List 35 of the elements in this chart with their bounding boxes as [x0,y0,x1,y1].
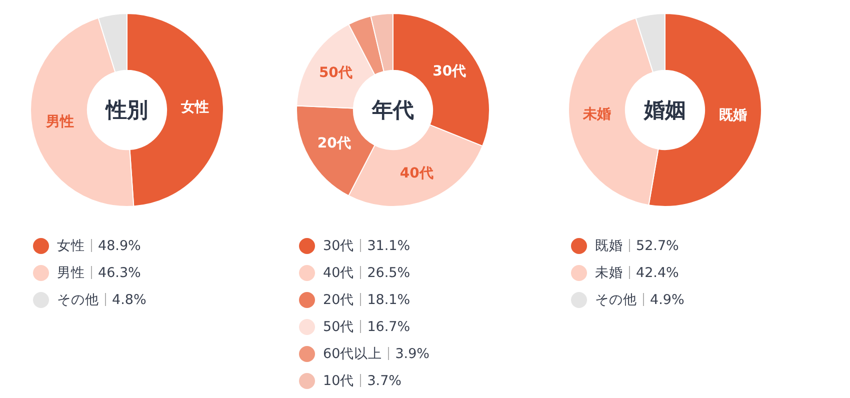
legend-label: 既婚 [595,236,623,254]
legend-label: 30代 [323,236,354,254]
text: 年代 [372,98,414,122]
slice-label: 30代 [432,64,466,80]
data-label: 31.1% [367,238,410,254]
text: 婚姻 [644,98,686,122]
data-label: 48.9% [98,238,141,254]
data-label: 42.4% [636,264,679,280]
legend-label: 50代 [323,318,354,336]
slice-label: 20代 [317,136,351,152]
data-label: 16.7% [367,318,410,334]
data-label: 4.9% [650,292,684,308]
legend-label: 40代 [323,264,354,282]
data-label: 4.8% [112,292,146,308]
legend-label: 20代 [323,290,354,308]
text: 性別 [106,98,148,122]
slice-label: 40代 [400,165,434,182]
legend-label: 60代以上 [323,344,382,362]
data-label: 3.7% [367,372,402,388]
data-label: 18.1% [367,292,410,308]
legend-label: 男性 [57,264,85,282]
slice-label: 50代 [318,65,352,82]
data-label: 52.7% [636,238,679,254]
data-label: 46.3% [98,264,141,280]
data-label: 3.9% [395,346,430,362]
data-label: 26.5% [367,264,410,280]
slice-label: 男性 [45,114,74,130]
slice-label: 未婚 [582,106,612,122]
legend-label: その他 [595,290,637,308]
legend-label: 10代 [323,372,354,390]
slice-label: 既婚 [718,107,747,124]
legend-label: 未婚 [595,264,623,282]
legend-label: その他 [57,290,99,308]
legend-label: 女性 [57,236,85,254]
slice-label: 女性 [180,99,209,116]
